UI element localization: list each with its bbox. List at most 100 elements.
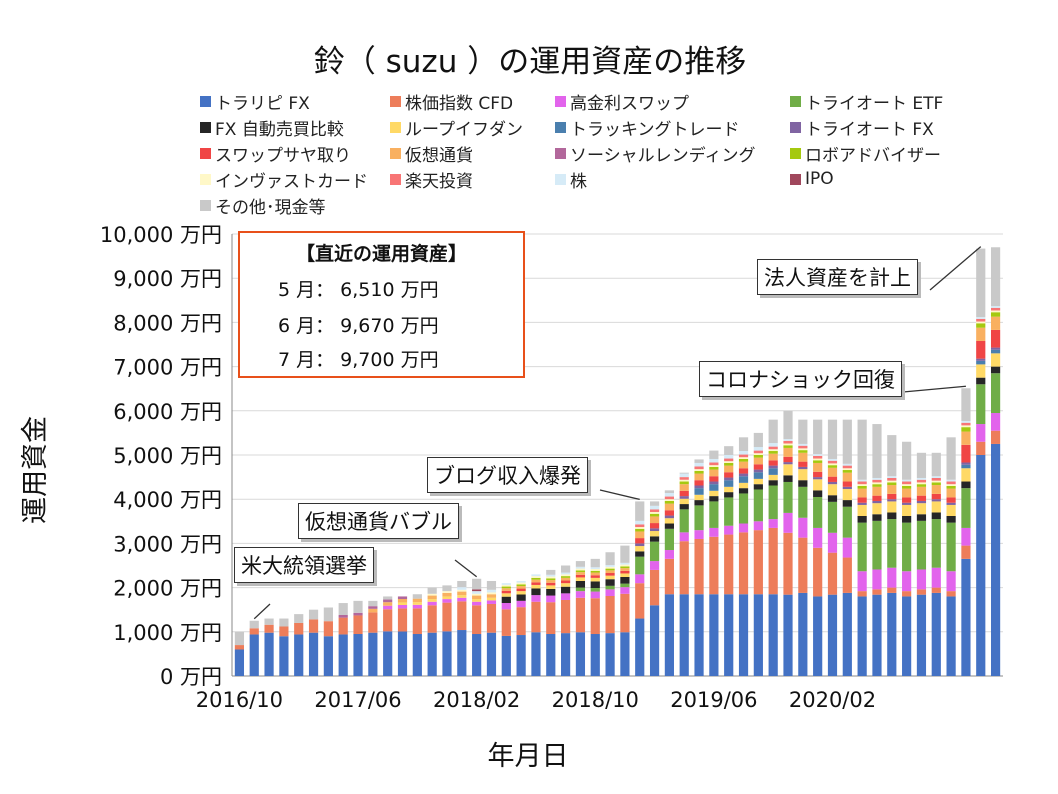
bar-segment bbox=[516, 607, 526, 636]
y-tick-labels: 0 万円 1,000 万円 2,000 万円 3,000 万円 4,000 万円 5,00… bbox=[100, 223, 222, 689]
bar-segment bbox=[234, 645, 245, 650]
bar-segment bbox=[990, 373, 1001, 414]
bar-segment bbox=[783, 439, 793, 441]
bar-segment bbox=[575, 597, 586, 633]
bar-segment bbox=[664, 499, 674, 501]
bar-segment bbox=[753, 455, 763, 458]
bar-segment bbox=[916, 452, 927, 478]
bar-segment bbox=[946, 571, 956, 592]
bar-stack bbox=[249, 620, 259, 676]
legend-label: トラリピ FX bbox=[215, 93, 310, 114]
bar-segment bbox=[620, 562, 630, 565]
bar-segment bbox=[961, 425, 971, 428]
bar-segment bbox=[516, 582, 526, 585]
bar-segment bbox=[679, 532, 689, 542]
bar-segment bbox=[308, 632, 319, 676]
bar-segment bbox=[383, 596, 393, 600]
bar-segment bbox=[486, 594, 497, 598]
bar-segment bbox=[264, 618, 274, 625]
bar-segment bbox=[738, 458, 749, 462]
bar-segment bbox=[620, 632, 630, 676]
y-tick-label: 4,000 万円 bbox=[113, 488, 222, 512]
bar-segment bbox=[724, 594, 734, 676]
bar-segment bbox=[961, 427, 971, 432]
bar-segment bbox=[605, 570, 615, 574]
bar-segment bbox=[709, 465, 719, 467]
bar-segment bbox=[961, 468, 971, 482]
bar-segment bbox=[990, 443, 1001, 676]
y-tick-label: 5,000 万円 bbox=[113, 444, 222, 468]
bar-segment bbox=[294, 634, 304, 676]
bar-segment bbox=[620, 583, 630, 588]
bar-stack bbox=[724, 446, 734, 676]
bar-segment bbox=[827, 463, 838, 466]
bar-segment bbox=[768, 446, 778, 450]
bar-segment bbox=[605, 595, 615, 634]
legend-item: IPO bbox=[790, 168, 834, 190]
legend-item: 株価指数 CFD bbox=[390, 90, 513, 114]
bar-segment bbox=[442, 585, 452, 592]
bar-stack bbox=[412, 594, 422, 676]
bar-segment bbox=[842, 472, 852, 482]
bar-segment bbox=[664, 550, 674, 559]
bar-segment bbox=[709, 466, 719, 470]
bar-segment bbox=[768, 474, 778, 481]
bar-segment bbox=[798, 419, 808, 444]
bar-segment bbox=[813, 455, 823, 459]
bar-segment bbox=[783, 443, 793, 446]
bar-segment bbox=[664, 528, 674, 551]
bar-segment bbox=[516, 594, 526, 601]
bar-segment bbox=[753, 530, 763, 595]
legend-item: その他･現金等 bbox=[200, 194, 326, 218]
bar-segment bbox=[976, 424, 986, 442]
bar-segment bbox=[531, 574, 541, 577]
bar-segment bbox=[783, 475, 793, 482]
bar-segment bbox=[427, 605, 437, 633]
bar-segment bbox=[353, 634, 363, 676]
legend-swatch bbox=[555, 147, 566, 159]
bar-segment bbox=[531, 582, 541, 585]
y-tick-label: 3,000 万円 bbox=[113, 532, 222, 556]
bar-segment bbox=[946, 479, 956, 482]
y-axis-label: 運用資金 bbox=[20, 416, 51, 524]
bar-stack bbox=[649, 501, 660, 676]
bar-stack bbox=[902, 441, 912, 676]
bar-segment bbox=[590, 577, 600, 582]
bar-segment bbox=[813, 462, 823, 472]
bar-segment bbox=[472, 589, 482, 592]
legend-swatch bbox=[790, 173, 801, 185]
legend-label: トライオート FX bbox=[805, 119, 934, 140]
bar-stack bbox=[798, 419, 808, 676]
bar-segment bbox=[768, 451, 778, 454]
bar-segment bbox=[635, 546, 645, 552]
legend-swatch bbox=[390, 95, 401, 107]
bar-segment bbox=[486, 589, 497, 593]
bar-segment bbox=[442, 592, 452, 597]
bar-segment bbox=[323, 636, 333, 676]
bar-segment bbox=[976, 340, 986, 359]
bar-segment bbox=[768, 453, 778, 461]
bar-segment bbox=[753, 469, 763, 473]
legend-item: 高金利スワップ bbox=[555, 90, 689, 114]
bar-segment bbox=[931, 485, 941, 494]
bar-segment bbox=[827, 458, 838, 461]
bar-segment bbox=[842, 537, 852, 558]
bar-segment bbox=[664, 515, 674, 519]
bar-segment bbox=[976, 317, 986, 319]
bar-segment bbox=[635, 556, 645, 575]
bar-stack bbox=[575, 561, 586, 676]
callout-corona-recovery: コロナショック回復 bbox=[699, 361, 902, 397]
bar-segment bbox=[916, 495, 927, 501]
bar-segment bbox=[976, 248, 986, 318]
bar-segment bbox=[887, 592, 897, 676]
bar-segment bbox=[916, 484, 927, 487]
bar-segment bbox=[249, 620, 259, 629]
bar-segment bbox=[427, 601, 437, 606]
bar-segment bbox=[961, 444, 971, 463]
legend-swatch bbox=[200, 121, 211, 133]
bar-segment bbox=[649, 505, 660, 510]
bar-segment bbox=[887, 501, 897, 513]
bar-segment bbox=[813, 596, 823, 676]
bar-segment bbox=[605, 633, 615, 676]
